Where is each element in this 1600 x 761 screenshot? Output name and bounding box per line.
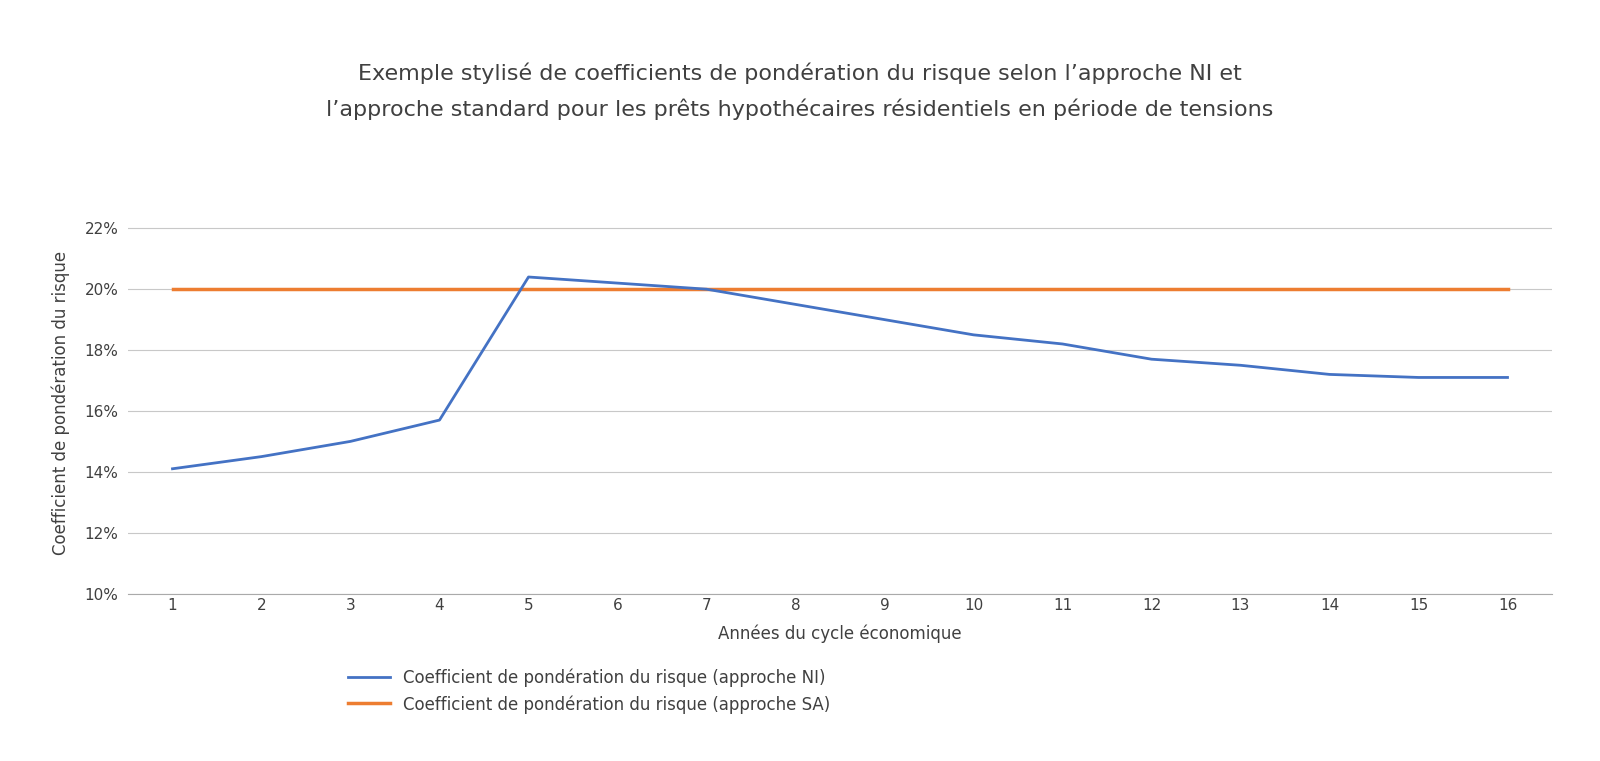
Text: Exemple stylisé de coefficients de pondération du risque selon l’approche NI et
: Exemple stylisé de coefficients de pondé… (326, 63, 1274, 119)
Coefficient de pondération du risque (approche SA) (698, 285, 717, 294)
Coefficient de pondération du risque (approche NI) (608, 279, 627, 288)
Coefficient de pondération du risque (approche SA) (875, 285, 894, 294)
Coefficient de pondération du risque (approche SA) (163, 285, 182, 294)
Coefficient de pondération du risque (approche SA) (430, 285, 450, 294)
Coefficient de pondération du risque (approche NI) (786, 300, 805, 309)
Coefficient de pondération du risque (approche SA) (341, 285, 360, 294)
Coefficient de pondération du risque (approche NI) (1410, 373, 1429, 382)
Coefficient de pondération du risque (approche NI) (430, 416, 450, 425)
Coefficient de pondération du risque (approche SA) (1230, 285, 1250, 294)
Coefficient de pondération du risque (approche NI) (518, 272, 538, 282)
Coefficient de pondération du risque (approche SA) (1053, 285, 1072, 294)
Legend: Coefficient de pondération du risque (approche NI), Coefficient de pondération d: Coefficient de pondération du risque (ap… (342, 662, 837, 721)
Coefficient de pondération du risque (approche NI) (875, 315, 894, 324)
Line: Coefficient de pondération du risque (approche NI): Coefficient de pondération du risque (ap… (173, 277, 1507, 469)
Coefficient de pondération du risque (approche SA) (1498, 285, 1517, 294)
Coefficient de pondération du risque (approche SA) (608, 285, 627, 294)
Coefficient de pondération du risque (approche NI) (251, 452, 270, 461)
Coefficient de pondération du risque (approche SA) (1320, 285, 1339, 294)
X-axis label: Années du cycle économique: Années du cycle économique (718, 625, 962, 643)
Coefficient de pondération du risque (approche NI) (341, 437, 360, 446)
Y-axis label: Coefficient de pondération du risque: Coefficient de pondération du risque (51, 251, 70, 556)
Coefficient de pondération du risque (approche SA) (786, 285, 805, 294)
Coefficient de pondération du risque (approche SA) (963, 285, 982, 294)
Coefficient de pondération du risque (approche NI) (963, 330, 982, 339)
Coefficient de pondération du risque (approche NI) (698, 285, 717, 294)
Coefficient de pondération du risque (approche NI) (1320, 370, 1339, 379)
Coefficient de pondération du risque (approche SA) (251, 285, 270, 294)
Coefficient de pondération du risque (approche NI) (1230, 361, 1250, 370)
Coefficient de pondération du risque (approche SA) (518, 285, 538, 294)
Coefficient de pondération du risque (approche NI) (1142, 355, 1162, 364)
Coefficient de pondération du risque (approche SA) (1142, 285, 1162, 294)
Coefficient de pondération du risque (approche NI) (1498, 373, 1517, 382)
Coefficient de pondération du risque (approche SA) (1410, 285, 1429, 294)
Coefficient de pondération du risque (approche NI) (1053, 339, 1072, 349)
Coefficient de pondération du risque (approche NI) (163, 464, 182, 473)
